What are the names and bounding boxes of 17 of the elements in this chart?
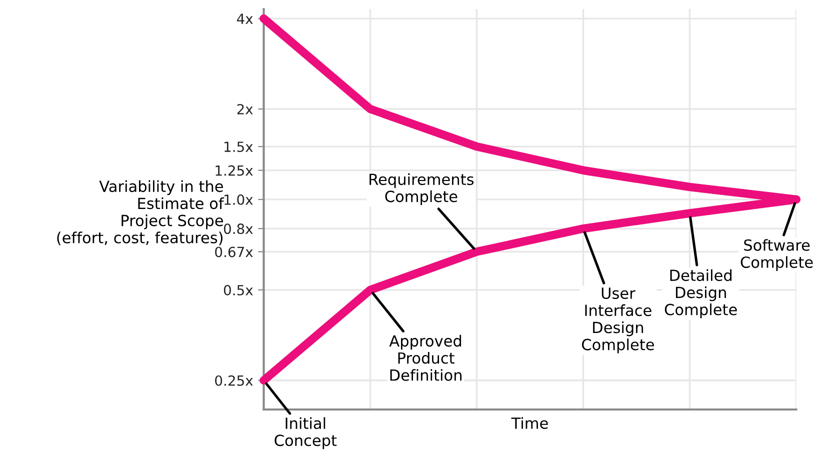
annotation: User Interface Design Complete — [582, 288, 654, 354]
y-tick-label: 4x — [236, 14, 253, 24]
annotation: Software Complete — [740, 239, 813, 271]
y-tick-label: 0.8x — [224, 224, 253, 234]
y-tick-label: 0.5x — [224, 284, 253, 296]
y-tick-label: 1.0x — [224, 194, 253, 205]
y-axis-title: Variability in the Estimate of Project Scope (effort, cost, features) — [57, 180, 224, 246]
text: Initial Concept — [274, 417, 337, 450]
y-tick-label: 1.25x — [216, 165, 253, 176]
y-tick-label: 0.67x — [215, 246, 253, 258]
y-tick-label: 0.25x — [215, 375, 253, 386]
annotation: Detailed Design Complete — [664, 269, 737, 318]
y-tick-label: 2x — [237, 104, 253, 114]
annotation: Requirements Complete — [370, 173, 474, 206]
y-tick-label: 1.5x — [224, 142, 253, 152]
annotation: Approved Product Definition — [389, 334, 462, 381]
x-axis-title: Time — [511, 417, 548, 429]
